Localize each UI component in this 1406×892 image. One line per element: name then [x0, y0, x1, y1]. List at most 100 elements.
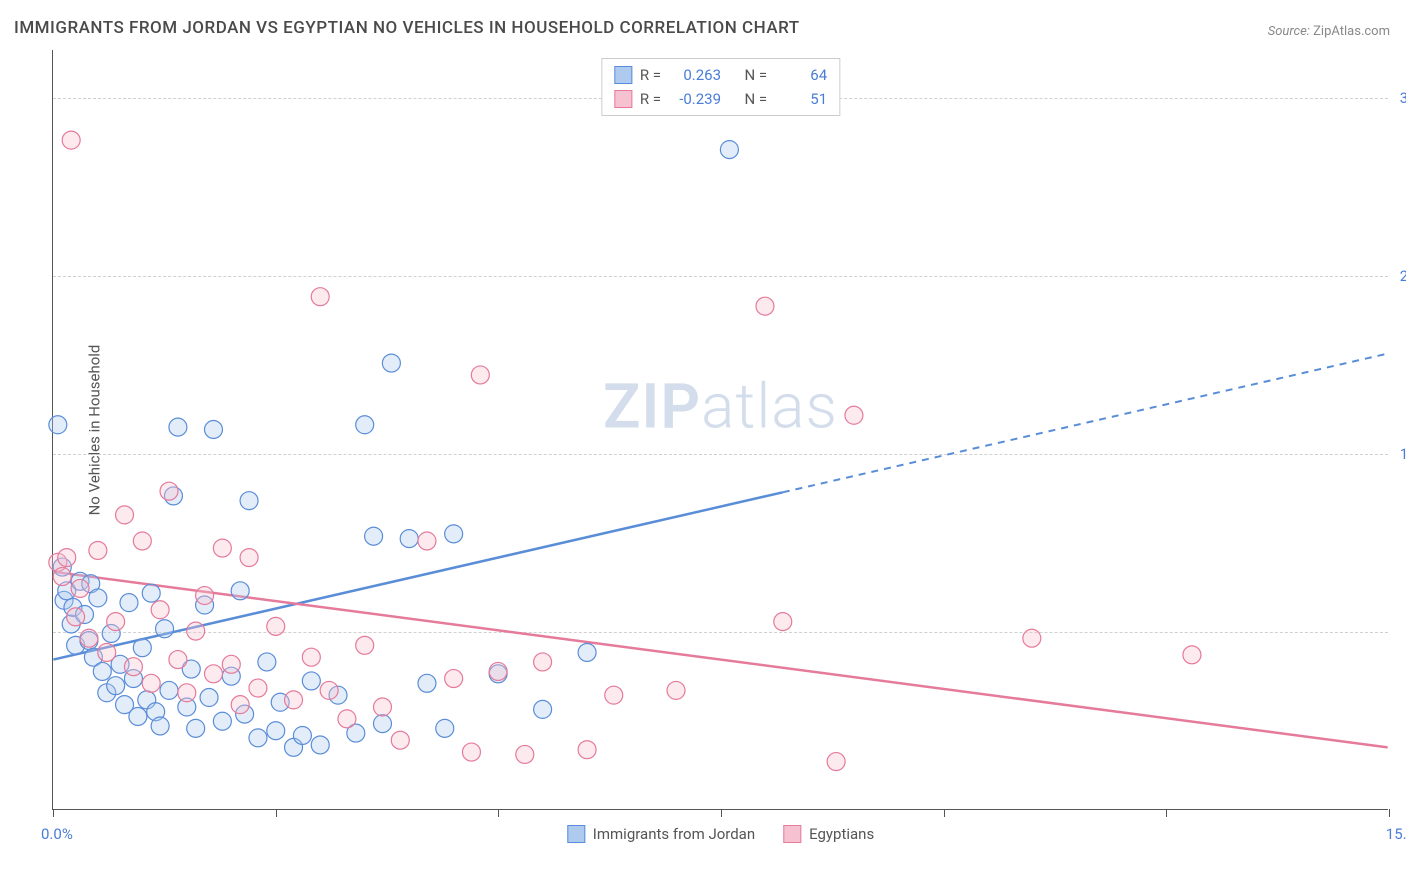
- point-egypt: [178, 684, 196, 702]
- point-egypt: [249, 679, 267, 697]
- point-jordan: [213, 712, 231, 730]
- n-value-egypt: 51: [775, 87, 827, 111]
- point-egypt: [605, 686, 623, 704]
- point-egypt: [71, 579, 89, 597]
- point-egypt: [667, 681, 685, 699]
- point-jordan: [133, 639, 151, 657]
- point-jordan: [534, 700, 552, 718]
- point-egypt: [98, 643, 116, 661]
- point-jordan: [258, 653, 276, 671]
- point-jordan: [382, 354, 400, 372]
- ytick-label: 7.5%: [1390, 623, 1406, 641]
- point-egypt: [67, 608, 85, 626]
- xaxis-min-label: 0.0%: [41, 825, 73, 843]
- point-egypt: [285, 691, 303, 709]
- point-egypt: [58, 549, 76, 567]
- point-egypt: [756, 297, 774, 315]
- point-egypt: [320, 681, 338, 699]
- point-jordan: [578, 643, 596, 661]
- point-egypt: [107, 613, 125, 631]
- point-jordan: [302, 672, 320, 690]
- point-jordan: [156, 620, 174, 638]
- xtick: [498, 809, 499, 817]
- point-egypt: [169, 651, 187, 669]
- xtick: [1389, 809, 1390, 817]
- point-jordan: [204, 421, 222, 439]
- point-jordan: [267, 722, 285, 740]
- point-egypt: [160, 482, 178, 500]
- point-egypt: [827, 753, 845, 771]
- point-jordan: [169, 418, 187, 436]
- point-jordan: [49, 416, 67, 434]
- point-egypt: [142, 674, 160, 692]
- point-jordan: [445, 525, 463, 543]
- point-egypt: [53, 568, 71, 586]
- point-egypt: [534, 653, 552, 671]
- point-egypt: [231, 696, 249, 714]
- legend-item-egypt: Egyptians: [783, 825, 874, 843]
- plot-area: No Vehicles in Household 7.5%15.0%22.5%3…: [52, 50, 1388, 810]
- n-label: N =: [745, 87, 768, 111]
- ytick-label: 22.5%: [1390, 267, 1406, 285]
- point-egypt: [133, 532, 151, 550]
- point-jordan: [311, 736, 329, 754]
- point-egypt: [338, 710, 356, 728]
- series-legend: Immigrants from JordanEgyptians: [567, 825, 874, 843]
- point-jordan: [93, 662, 111, 680]
- point-egypt: [774, 613, 792, 631]
- point-jordan: [107, 677, 125, 695]
- point-egypt: [222, 655, 240, 673]
- point-egypt: [516, 745, 534, 763]
- r-label: R =: [640, 63, 661, 87]
- point-egypt: [116, 506, 134, 524]
- xtick: [721, 809, 722, 817]
- point-jordan: [293, 726, 311, 744]
- xaxis-max-label: 15.0%: [1386, 825, 1406, 843]
- xtick: [53, 809, 54, 817]
- point-egypt: [62, 131, 80, 149]
- point-jordan: [187, 719, 205, 737]
- point-egypt: [240, 549, 258, 567]
- r-value-egypt: -0.239: [669, 87, 721, 111]
- point-egypt: [1023, 629, 1041, 647]
- point-egypt: [187, 622, 205, 640]
- point-jordan: [120, 594, 138, 612]
- swatch-jordan: [567, 825, 585, 843]
- point-egypt: [204, 665, 222, 683]
- source-name: ZipAtlas.com: [1313, 24, 1390, 39]
- swatch-egypt: [783, 825, 801, 843]
- point-egypt: [578, 741, 596, 759]
- point-jordan: [160, 681, 178, 699]
- point-egypt: [374, 698, 392, 716]
- ytick-label: 30.0%: [1390, 89, 1406, 107]
- point-egypt: [418, 532, 436, 550]
- r-label: R =: [640, 87, 661, 111]
- point-jordan: [89, 589, 107, 607]
- point-egypt: [845, 406, 863, 424]
- point-jordan: [240, 492, 258, 510]
- point-egypt: [391, 731, 409, 749]
- legend-label-egypt: Egyptians: [809, 825, 874, 843]
- n-label: N =: [745, 63, 768, 87]
- point-egypt: [196, 587, 214, 605]
- point-egypt: [267, 617, 285, 635]
- r-value-jordan: 0.263: [669, 63, 721, 87]
- point-jordan: [151, 717, 169, 735]
- point-egypt: [462, 743, 480, 761]
- legend-row-jordan: R = 0.263 N = 64: [614, 63, 827, 87]
- point-jordan: [400, 530, 418, 548]
- point-egypt: [213, 539, 231, 557]
- source-attribution: Source: ZipAtlas.com: [1268, 24, 1390, 39]
- xtick: [1166, 809, 1167, 817]
- point-jordan: [142, 584, 160, 602]
- point-egypt: [356, 636, 374, 654]
- swatch-jordan: [614, 66, 632, 84]
- point-jordan: [374, 715, 392, 733]
- point-jordan: [720, 141, 738, 159]
- point-jordan: [249, 729, 267, 747]
- point-egypt: [80, 629, 98, 647]
- swatch-egypt: [614, 90, 632, 108]
- point-egypt: [89, 541, 107, 559]
- n-value-jordan: 64: [775, 63, 827, 87]
- scatter-points: [53, 50, 1388, 809]
